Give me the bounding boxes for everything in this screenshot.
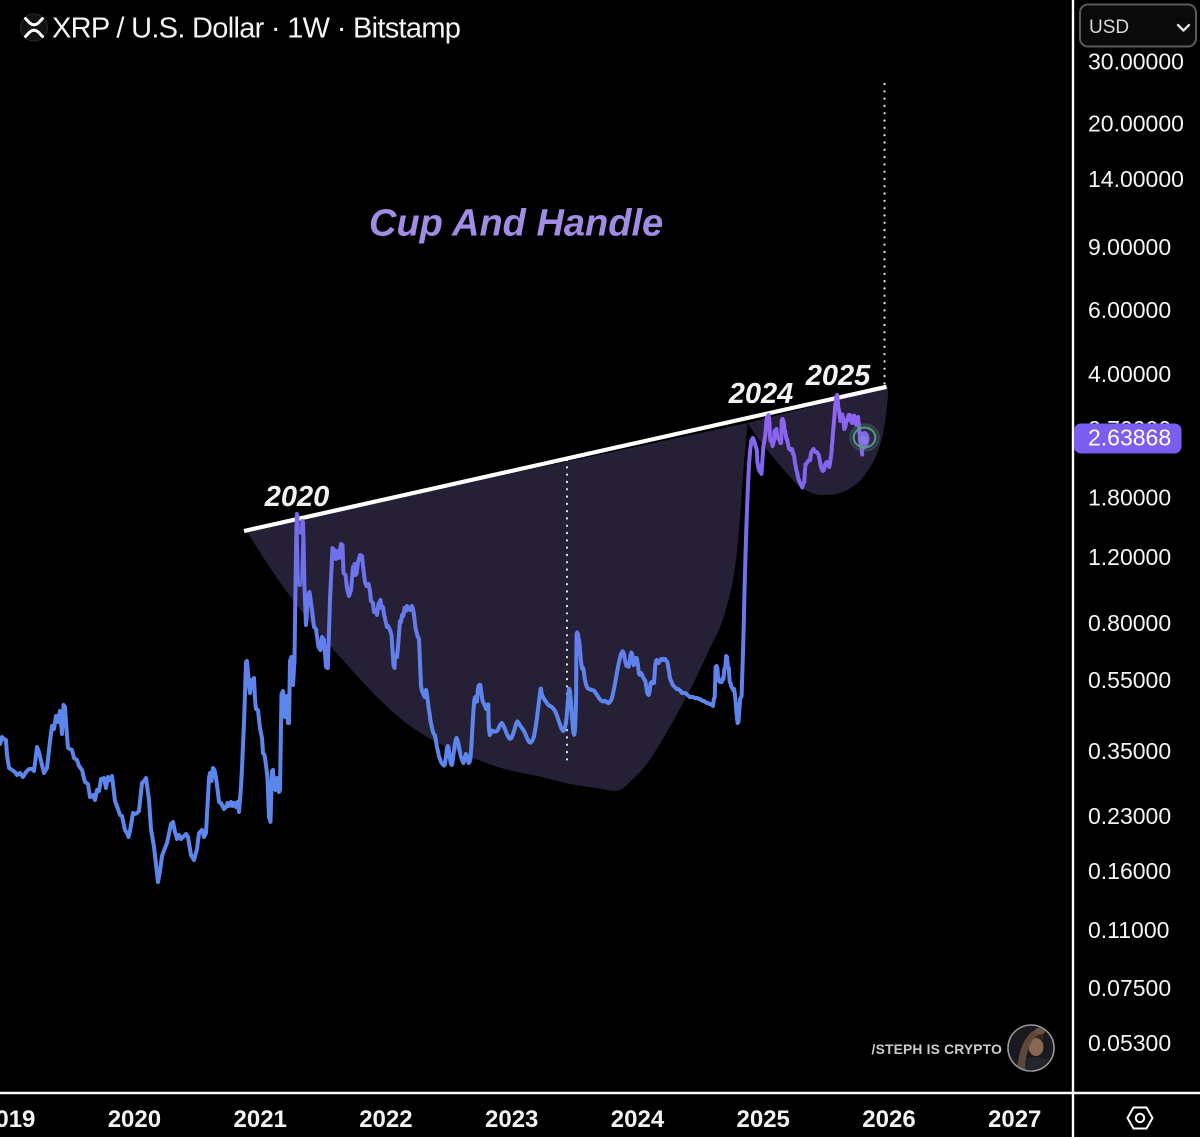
svg-text:XRP / U.S. Dollar · 1W · Bitst: XRP / U.S. Dollar · 1W · Bitstamp	[52, 13, 460, 45]
svg-text:2020: 2020	[264, 481, 330, 513]
svg-text:0.35000: 0.35000	[1088, 738, 1171, 764]
svg-text:9.00000: 9.00000	[1088, 234, 1171, 260]
svg-text:USD: USD	[1089, 17, 1129, 38]
svg-text:0.16000: 0.16000	[1088, 858, 1171, 884]
svg-text:2027: 2027	[988, 1106, 1041, 1133]
svg-text:2020: 2020	[108, 1106, 161, 1133]
svg-text:2024: 2024	[611, 1106, 665, 1133]
svg-text:2025: 2025	[737, 1106, 790, 1133]
svg-text:2025: 2025	[805, 360, 871, 392]
svg-text:14.00000: 14.00000	[1088, 166, 1184, 192]
svg-text:6.00000: 6.00000	[1088, 297, 1171, 323]
svg-text:1.20000: 1.20000	[1088, 544, 1171, 570]
svg-text:Cup And Handle: Cup And Handle	[369, 203, 663, 245]
svg-text:/STEPH IS CRYPTO: /STEPH IS CRYPTO	[872, 1042, 1003, 1057]
svg-text:20.00000: 20.00000	[1088, 111, 1184, 137]
svg-text:2023: 2023	[485, 1106, 538, 1133]
svg-text:1.80000: 1.80000	[1088, 485, 1171, 511]
svg-text:2022: 2022	[359, 1106, 412, 1133]
svg-text:30.00000: 30.00000	[1088, 49, 1184, 75]
svg-text:0.23000: 0.23000	[1088, 803, 1171, 829]
svg-text:0.11000: 0.11000	[1088, 917, 1169, 943]
svg-text:2024: 2024	[728, 378, 794, 410]
svg-text:0.07500: 0.07500	[1088, 975, 1171, 1001]
svg-text:2019: 2019	[0, 1106, 35, 1133]
svg-text:0.55000: 0.55000	[1088, 667, 1171, 693]
svg-text:0.80000: 0.80000	[1088, 610, 1171, 636]
svg-text:4.00000: 4.00000	[1088, 361, 1171, 387]
svg-text:2.63868: 2.63868	[1088, 425, 1171, 451]
svg-text:2026: 2026	[862, 1106, 915, 1133]
svg-text:2021: 2021	[234, 1106, 287, 1133]
svg-text:0.05300: 0.05300	[1088, 1030, 1171, 1056]
